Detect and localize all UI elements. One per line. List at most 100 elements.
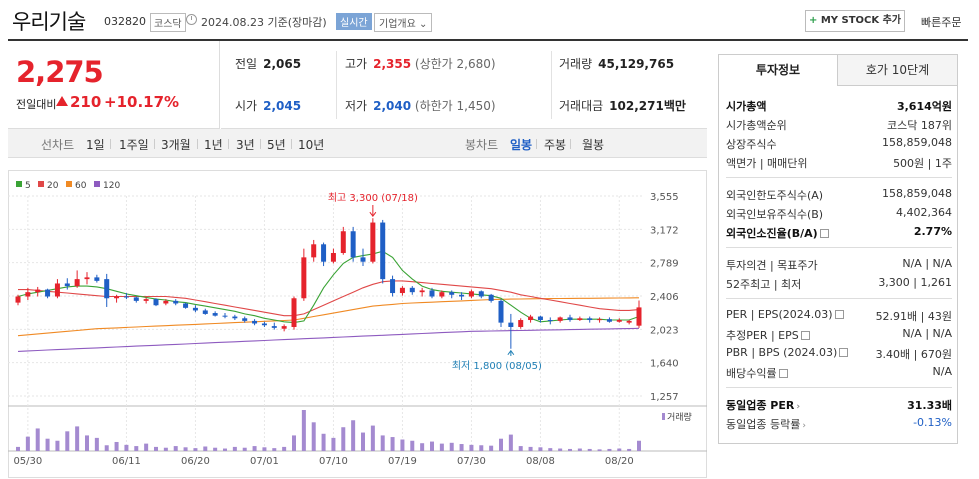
volume-bar xyxy=(65,431,70,451)
help-icon[interactable] xyxy=(839,347,849,357)
stat-separator xyxy=(551,51,552,119)
quick-order-link[interactable]: 빠른주문 xyxy=(921,16,962,29)
y-tick-label: 3,555 xyxy=(650,192,679,203)
volume-bar xyxy=(528,446,533,451)
y-tick-label: 1,257 xyxy=(650,392,679,403)
period-separator xyxy=(291,139,292,149)
candle-body xyxy=(301,257,307,299)
info-key: 52주최고 | 최저 xyxy=(726,278,802,291)
candle-body xyxy=(183,303,189,308)
y-tick-label: 2,023 xyxy=(650,325,679,336)
volume-bar xyxy=(380,435,385,451)
my-stock-add-button[interactable]: + MY STOCK 추가 xyxy=(805,10,905,32)
period-3m[interactable]: 3개월 xyxy=(161,138,191,152)
stat-open: 시가 2,045 xyxy=(235,99,302,113)
info-value: 31.33배 xyxy=(907,399,952,412)
info-row: 시가총액순위 코스닥 187위 xyxy=(726,115,952,134)
candle-body xyxy=(468,291,474,297)
candle-body xyxy=(567,317,573,321)
volume-bar xyxy=(538,447,543,451)
period-5y[interactable]: 5년 xyxy=(267,138,286,152)
info-row: 외국인보유주식수(B) 4,402,364 xyxy=(726,204,952,223)
help-icon[interactable] xyxy=(834,309,844,319)
low-annotation: 최저 1,800 (08/05) xyxy=(452,360,542,372)
period-1y[interactable]: 1년 xyxy=(204,138,223,152)
candle-body xyxy=(35,289,41,293)
candle-body xyxy=(252,320,258,324)
help-icon[interactable] xyxy=(778,368,788,378)
stat-separator xyxy=(336,51,337,119)
period-1d[interactable]: 1일 xyxy=(86,138,105,152)
x-tick-label: 07/10 xyxy=(319,456,348,467)
volume-bar xyxy=(577,448,582,451)
help-icon[interactable] xyxy=(819,228,829,238)
company-info-dropdown[interactable]: 기업개요 ⌄ xyxy=(374,13,433,32)
info-divider xyxy=(726,387,952,388)
candle-body xyxy=(104,279,110,299)
period-10y[interactable]: 10년 xyxy=(298,138,325,152)
volume-bar xyxy=(508,434,513,451)
volume-bar xyxy=(548,448,553,451)
info-row: 52주최고 | 최저 3,300 | 1,261 xyxy=(726,274,952,293)
info-value: 코스닥 187위 xyxy=(887,119,952,132)
volume-bar xyxy=(597,449,602,451)
candle-daily[interactable]: 일봉 xyxy=(510,138,533,152)
candle-body xyxy=(587,318,593,321)
stock-chart[interactable]: 5 20 60 120 3,555 3,172 2,789 2,406 2,023 1,640 1,… xyxy=(8,170,707,479)
candle-weekly[interactable]: 주봉 xyxy=(544,138,567,152)
chart-period-bar: 선차트 1일 1주일 3개월 1년 3년 5년 10년 봉차트 일봉 주봉 월봉 xyxy=(8,129,707,158)
volume-bar xyxy=(558,448,563,451)
chevron-right-icon[interactable]: › xyxy=(802,421,806,431)
candle-body xyxy=(528,316,534,321)
info-key: 배당수익률 xyxy=(726,365,788,381)
period-separator xyxy=(154,139,155,149)
info-key: 투자의견 | 목표주가 xyxy=(726,259,818,272)
y-tick-label: 1,640 xyxy=(650,359,679,370)
info-value: 158,859,048 xyxy=(882,187,952,200)
candle-body xyxy=(15,296,21,303)
stock-header: 우리기술 032820 코스닥 2024.08.23 기준(장마감) 실시간 기… xyxy=(0,0,979,40)
volume-bar xyxy=(144,443,149,451)
candle-monthly[interactable]: 월봉 xyxy=(582,138,605,152)
info-row: 외국인한도주식수(A) 158,859,048 xyxy=(726,185,952,204)
info-value: 3.40배 | 670원 xyxy=(875,348,952,361)
candle-body xyxy=(429,290,435,297)
info-row: 동일업종 등락률 › -0.13% xyxy=(726,414,952,433)
volume-bar xyxy=(16,446,20,451)
volume-bar xyxy=(637,440,641,451)
tab-investment-info[interactable]: 투자정보 xyxy=(719,55,838,86)
period-3y[interactable]: 3년 xyxy=(236,138,255,152)
volume-bar xyxy=(213,447,218,451)
candle-body xyxy=(478,291,484,297)
candle-body xyxy=(380,222,386,280)
chevron-right-icon[interactable]: › xyxy=(796,402,801,412)
info-value: 3,614억원 xyxy=(896,100,952,113)
base-date: 2024.08.23 기준(장마감) xyxy=(201,16,327,29)
candle-body xyxy=(557,317,563,321)
high-annotation: 최고 3,300 (07/18) xyxy=(328,192,418,204)
volume-bar xyxy=(311,422,316,451)
volume-bar xyxy=(154,446,158,451)
realtime-button[interactable]: 실시간 xyxy=(336,13,372,30)
stat-amount: 거래대금 102,271백만 xyxy=(559,99,686,113)
info-key: 추정PER | EPS xyxy=(726,327,810,343)
info-row: 배당수익률 N/A xyxy=(726,363,952,382)
period-1w[interactable]: 1주일 xyxy=(119,138,149,152)
legend-swatch xyxy=(66,181,72,187)
volume-bar xyxy=(499,438,503,451)
volume-bar xyxy=(85,435,89,451)
info-key: 외국인소진율(B/A) xyxy=(726,225,829,241)
market-badge: 코스닥 xyxy=(150,13,186,32)
volume-bar xyxy=(420,443,425,451)
tab-order-book[interactable]: 호가 10단계 xyxy=(838,55,957,86)
legend-swatch xyxy=(94,181,100,187)
volume-bar xyxy=(617,448,622,451)
ma20-line xyxy=(18,280,640,317)
candle-body xyxy=(606,319,612,322)
volume-bar xyxy=(449,442,454,451)
help-icon[interactable] xyxy=(800,330,810,340)
candle-body xyxy=(84,277,90,280)
volume-bar xyxy=(45,438,50,451)
period-separator xyxy=(570,139,571,149)
legend-label: 5 xyxy=(25,181,31,191)
